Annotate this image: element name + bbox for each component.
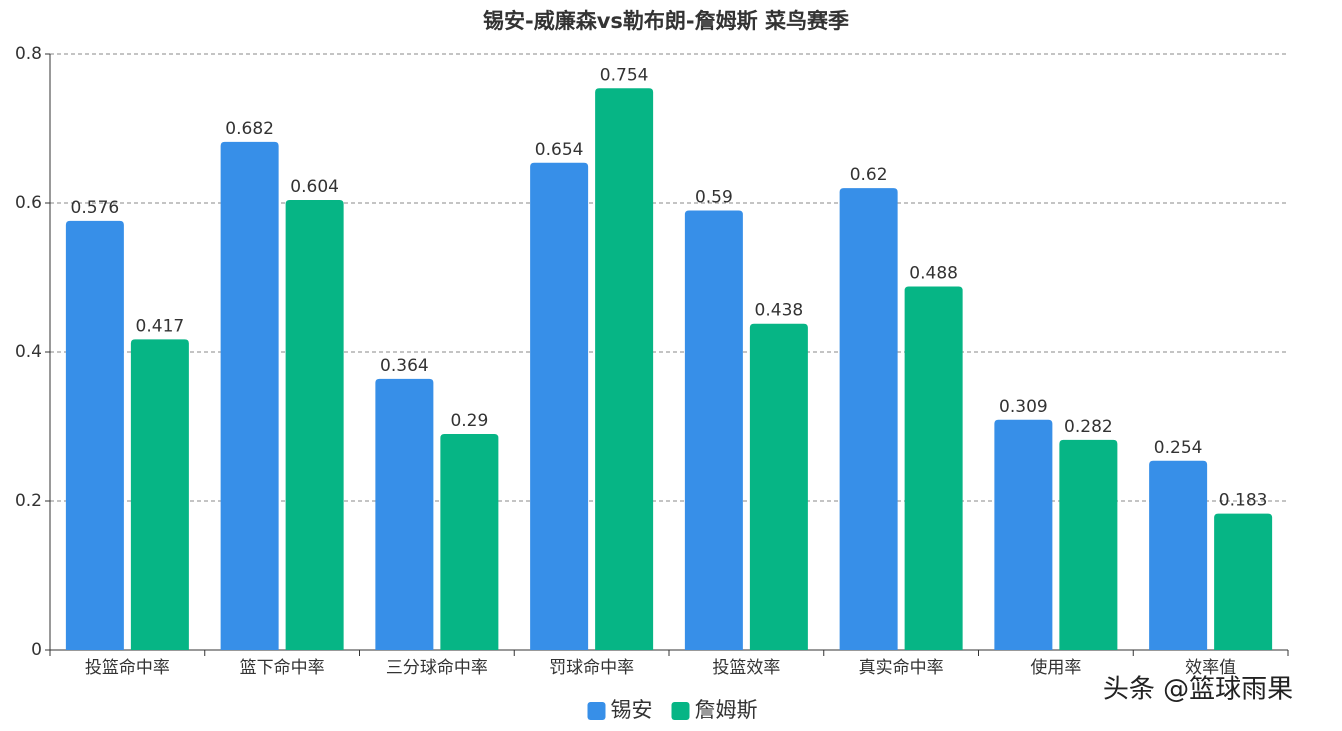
bar [1214, 513, 1273, 650]
value-label: 0.282 [1064, 417, 1113, 437]
bar [530, 162, 589, 650]
bar [65, 220, 124, 650]
legend-swatch [587, 702, 606, 720]
legend-label: 詹姆斯 [695, 698, 758, 722]
x-tick-label: 使用率 [1030, 657, 1081, 678]
y-tick-label: 0.8 [15, 44, 42, 64]
value-label: 0.488 [909, 263, 958, 283]
chart-title: 锡安-威廉森vs勒布朗-詹姆斯 菜鸟赛季 [483, 9, 849, 33]
bar [130, 339, 189, 650]
bar [595, 88, 654, 650]
bar [220, 141, 279, 650]
value-label: 0.309 [999, 397, 1048, 417]
x-tick-label: 罚球命中率 [549, 658, 634, 678]
x-tick-label: 真实命中率 [859, 658, 944, 678]
value-label: 0.654 [535, 140, 584, 160]
watermark: 头条 @篮球雨果 [1103, 675, 1293, 705]
value-label: 0.576 [71, 198, 120, 218]
bar [440, 433, 499, 650]
value-label: 0.604 [290, 177, 339, 197]
value-label: 0.254 [1154, 438, 1203, 458]
x-tick-label: 三分球命中率 [386, 658, 488, 678]
bar [1059, 439, 1118, 650]
x-tick-label: 篮下命中率 [240, 658, 325, 678]
bar [684, 210, 743, 650]
y-tick-label: 0.2 [15, 491, 42, 511]
value-label: 0.183 [1219, 491, 1268, 511]
bar [285, 200, 344, 650]
value-label: 0.59 [695, 187, 733, 207]
bar [1149, 460, 1208, 650]
legend-swatch [671, 702, 690, 720]
value-label: 0.29 [450, 411, 488, 431]
x-tick-label: 投篮命中率 [85, 658, 170, 678]
bar [994, 419, 1053, 650]
value-label: 0.754 [600, 65, 649, 85]
value-label: 0.62 [850, 165, 888, 185]
legend-label: 锡安 [611, 698, 653, 722]
bar [904, 286, 963, 650]
value-label: 0.438 [755, 301, 804, 321]
y-tick-label: 0 [31, 640, 42, 660]
value-label: 0.364 [380, 356, 429, 376]
bar [375, 378, 434, 650]
x-tick-label: 效率值 [1185, 658, 1236, 678]
bar [749, 323, 808, 650]
value-label: 0.417 [136, 316, 185, 336]
value-label: 0.682 [225, 119, 274, 139]
bar [839, 188, 898, 650]
y-tick-label: 0.6 [15, 193, 42, 213]
y-tick-label: 0.4 [15, 342, 42, 362]
x-tick-label: 投篮效率 [712, 658, 780, 678]
